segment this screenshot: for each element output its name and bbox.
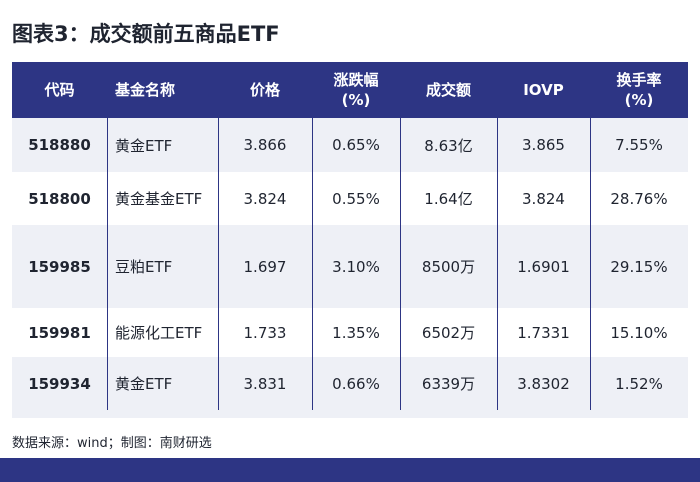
table-cell: 1.6901 <box>517 257 570 276</box>
table-cell: 3.824 <box>522 189 565 208</box>
header-text: 换手率 <box>616 71 662 89</box>
header-cell: 涨跌幅 (%) <box>312 62 400 118</box>
table-cell: 3.10% <box>332 257 380 276</box>
table-cell: 3.831 <box>243 374 287 393</box>
column-divider <box>312 118 313 410</box>
header-text: 基金名称 <box>115 81 176 99</box>
table-cell: 28.76% <box>610 189 668 208</box>
table-bottom-strip <box>12 410 688 418</box>
table-cell: 0.65% <box>332 136 380 154</box>
header-text: (%) <box>341 91 371 109</box>
table-cell: 0.66% <box>332 374 380 393</box>
table-cell: 黄金ETF <box>115 136 173 155</box>
table-cell: 518880 <box>28 136 91 154</box>
table-cell: 8.63亿 <box>424 136 473 155</box>
header-text: 价格 <box>249 81 280 99</box>
table-cell: 黄金ETF <box>115 375 173 393</box>
header-text: 涨跌幅 <box>333 71 379 89</box>
table-row <box>12 357 688 410</box>
header-text: (%) <box>624 91 654 109</box>
table-row <box>12 118 688 172</box>
column-divider <box>107 118 108 410</box>
table-cell: 29.15% <box>610 257 668 276</box>
table-cell: 3.824 <box>243 189 287 208</box>
footer-bar <box>0 458 700 482</box>
column-divider <box>400 118 401 410</box>
table-row <box>12 308 688 357</box>
header-cell: 换手率 (%) <box>590 62 688 118</box>
table-cell: 1.52% <box>615 374 663 393</box>
column-divider <box>497 118 498 410</box>
header-cell: IOVP <box>497 62 590 118</box>
header-text: 成交额 <box>425 81 471 99</box>
column-divider <box>218 118 219 410</box>
table-cell: 3.865 <box>522 136 565 154</box>
table-header <box>12 62 688 118</box>
table-cell: 15.10% <box>610 323 668 342</box>
title: 图表3：成交额前五商品ETF <box>12 22 280 46</box>
table-cell: 8500万 <box>421 258 476 276</box>
table-cell: 3.866 <box>243 136 287 154</box>
table-cell: 159985 <box>28 257 91 276</box>
table-cell: 黄金基金ETF <box>115 190 203 208</box>
table-cell: 159981 <box>28 323 91 342</box>
header-cell: 价格 <box>218 62 312 118</box>
header-cell: 代码 <box>12 62 107 118</box>
table-cell: 159934 <box>28 374 91 393</box>
header-text: IOVP <box>523 81 564 99</box>
table-cell: 1.7331 <box>517 323 570 342</box>
table-row <box>12 225 688 308</box>
table-cell: 能源化工ETF <box>115 324 203 342</box>
table-cell: 1.35% <box>332 323 380 342</box>
header-cell: 基金名称 <box>107 62 218 118</box>
table-cell: 1.733 <box>243 323 287 342</box>
header-text: 代码 <box>44 81 75 99</box>
table-cell: 豆粕ETF <box>115 258 173 276</box>
table-cell: 1.64亿 <box>424 190 473 208</box>
table-cell: 7.55% <box>615 136 663 154</box>
header-cell: 成交额 <box>400 62 497 118</box>
table-cell: 1.697 <box>243 257 287 276</box>
table-cell: 0.55% <box>332 189 380 208</box>
column-divider <box>590 118 591 410</box>
table-row <box>12 172 688 225</box>
table-cell: 3.8302 <box>517 374 570 393</box>
table-cell: 518800 <box>28 189 91 208</box>
source-note: 数据来源：wind；制图：南财研选 <box>12 436 212 451</box>
table-cell: 6339万 <box>421 375 476 393</box>
table-cell: 6502万 <box>421 324 476 342</box>
